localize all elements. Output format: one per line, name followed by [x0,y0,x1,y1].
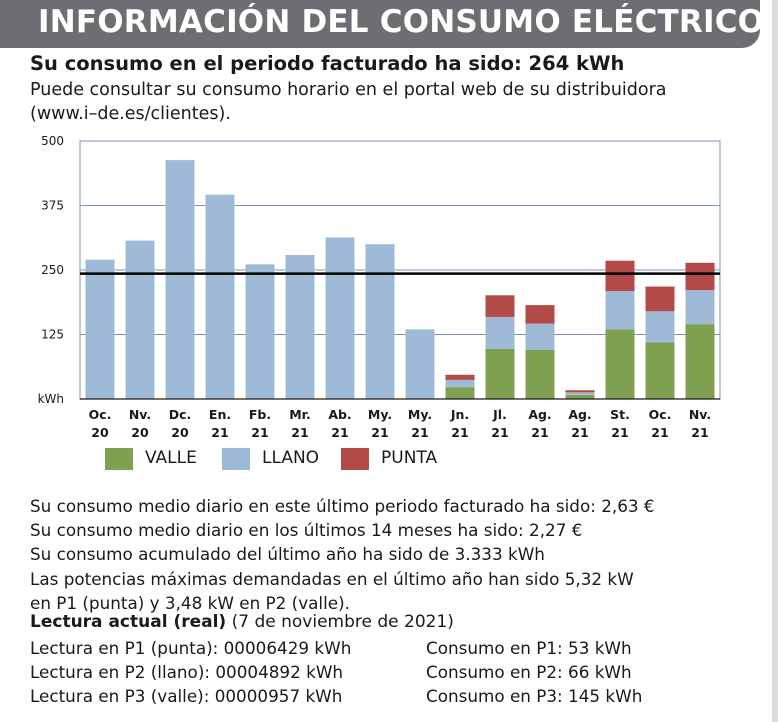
legend-swatch-llano [222,448,250,470]
current-reading-date: (7 de noviembre de 2021) [226,612,454,632]
portal-info-text: Puede consultar su consumo horario en el… [30,78,750,126]
legend-label-valle: VALLE [145,448,197,468]
summary-line-1: Su consumo medio diario en este último p… [30,496,655,516]
bar-llano [525,323,555,350]
legend-label-llano: LLANO [262,448,320,468]
consumption-bar-chart: kWh 125 250 375 500 Oc. 20 Nv. 20 Dc. 20 En. 21 Fb. 21… [38,134,721,440]
x-tick-label-year: 21 [411,425,428,440]
x-tick-label-year: 20 [91,425,109,440]
bar-llano [245,264,275,399]
x-tick-label-year: 21 [491,425,508,440]
x-tick-label: St. [610,407,630,422]
bar-llano [605,291,635,330]
billing-consumption-headline: Su consumo en el periodo facturado ha si… [30,52,625,75]
x-tick-label: Nv. [689,407,711,422]
summary-line-2: Su consumo medio diario en los últimos 1… [30,520,583,541]
consumption-p1: Consumo en P1: 53 kWh [426,638,632,658]
x-tick-label: My. [408,407,432,422]
x-tick-label: Oc. [649,407,672,422]
x-tick-label: Ab. [328,407,351,422]
summary-line-3: Su consumo acumulado del último año ha s… [30,544,545,565]
y-tick-label: 500 [41,134,64,148]
title-banner: INFORMACIÓN DEL CONSUMO ELÉCTRICO [0,0,764,48]
bar-punta [565,390,595,393]
y-tick-label: 375 [41,199,64,213]
current-reading-heading: Lectura actual (real) (7 de noviembre de… [30,612,454,632]
consumption-p3: Consumo en P3: 145 kWh [426,686,643,706]
x-tick-label: Jl. [492,407,507,422]
x-tick-label: Nv. [129,407,151,422]
portal-info-line-1: Puede consultar su consumo horario en el… [30,80,667,100]
bar-valle [565,394,595,399]
x-tick-label-year: 21 [651,425,668,440]
bar-valle [445,387,475,399]
x-tick-label: Dc. [169,407,192,422]
x-tick-label-year: 21 [451,425,468,440]
bar-llano [85,259,115,399]
x-tick-label-year: 21 [291,425,308,440]
x-tick-label: En. [209,407,231,422]
bar-punta [485,295,515,317]
summary-line-5: en P1 (punta) y 3,48 kW en P2 (valle). [30,592,350,613]
bar-llano [165,160,195,399]
y-tick-label: 125 [41,328,64,342]
bar-llano [485,316,515,349]
bar-llano [125,240,155,399]
bar-llano [405,329,435,399]
bar-llano [325,237,355,399]
bar-punta [685,262,715,291]
x-tick-label-year: 21 [611,425,628,440]
bar-punta [645,286,675,312]
bar-punta [525,305,555,324]
bar-llano [565,392,595,395]
x-tick-label-year: 20 [171,425,189,440]
x-tick-label: Fb. [249,407,271,422]
bar-valle [605,329,635,399]
x-tick-label-year: 21 [531,425,548,440]
reading-p2: Lectura en P2 (llano): 00004892 kWh [30,662,344,682]
x-tick-label-year: 21 [371,425,388,440]
x-tick-label-year: 21 [251,425,268,440]
bar-valle [685,324,715,399]
bar-llano [445,379,475,388]
x-tick-label: Jn. [450,407,469,422]
bar-llano [685,290,715,325]
legend-swatch-valle [105,448,133,470]
reading-p1: Lectura en P1 (punta): 00006429 kWh [30,638,352,658]
x-tick-label-year: 21 [571,425,588,440]
bar-llano [645,311,675,343]
x-tick-label: Mr. [289,407,311,422]
consumption-summary: Su consumo medio diario en este último p… [30,494,655,615]
current-reading-title: Lectura actual (real) [30,612,227,632]
x-tick-label-year: 21 [691,425,708,440]
meter-readings: Lectura en P1 (punta): 00006429 kWh Lect… [30,636,351,708]
x-tick-label-year: 21 [211,425,228,440]
y-tick-label: 250 [41,263,64,277]
reading-p3: Lectura en P3 (valle): 00000957 kWh [30,686,343,706]
bar-llano [365,244,395,399]
bar-valle [525,349,555,399]
x-tick-label: My. [368,407,392,422]
x-tick-label: Ag. [528,407,551,422]
page-title: INFORMACIÓN DEL CONSUMO ELÉCTRICO [38,4,765,40]
bar-valle [485,348,515,399]
y-tick-label: kWh [38,392,64,406]
portal-info-line-2: (www.i–de.es/clientes). [30,104,231,124]
bar-valle [645,342,675,399]
x-tick-label: Ag. [568,407,591,422]
page-edge [772,0,778,722]
summary-line-4: Las potencias máximas demandadas en el ú… [30,568,634,589]
x-tick-label-year: 21 [331,425,348,440]
x-tick-label: Oc. [89,407,112,422]
legend-label-punta: PUNTA [381,448,438,468]
consumption-p2: Consumo en P2: 66 kWh [426,662,632,682]
period-consumptions: Consumo en P1: 53 kWh Consumo en P2: 66 … [426,636,642,708]
bar-llano [285,255,315,399]
bar-llano [205,194,235,399]
bar-punta [605,260,635,292]
x-tick-label-year: 20 [131,425,149,440]
legend-swatch-punta [341,448,369,470]
bar-punta [445,374,475,380]
